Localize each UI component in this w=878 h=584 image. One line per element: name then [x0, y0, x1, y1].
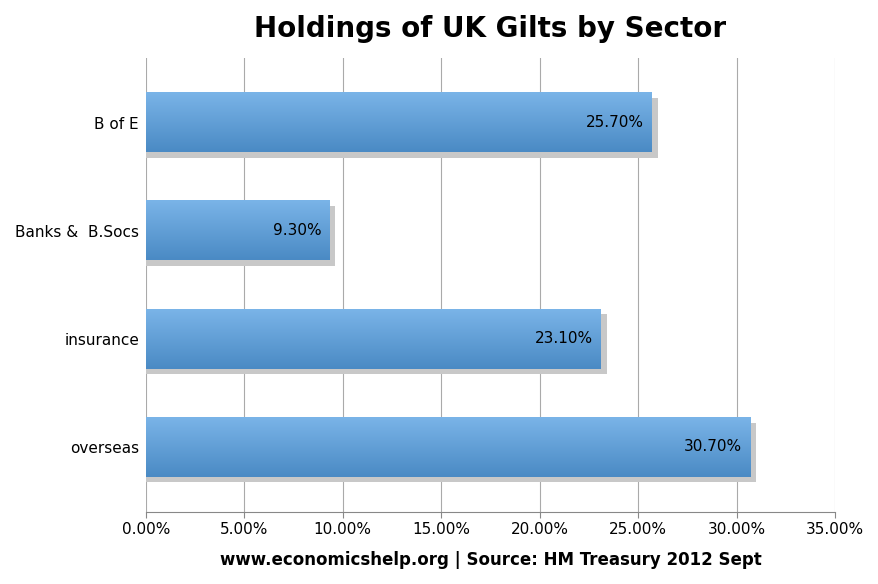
Bar — [146, 206, 335, 266]
Text: 23.10%: 23.10% — [534, 331, 592, 346]
Bar — [146, 98, 657, 158]
Bar — [146, 423, 755, 482]
Text: 25.70%: 25.70% — [586, 115, 644, 130]
Text: 9.30%: 9.30% — [272, 223, 320, 238]
Text: 30.70%: 30.70% — [683, 439, 742, 454]
Bar — [146, 314, 606, 374]
Title: Holdings of UK Gilts by Sector: Holdings of UK Gilts by Sector — [254, 15, 726, 43]
X-axis label: www.economicshelp.org | Source: HM Treasury 2012 Sept: www.economicshelp.org | Source: HM Treas… — [220, 551, 760, 569]
